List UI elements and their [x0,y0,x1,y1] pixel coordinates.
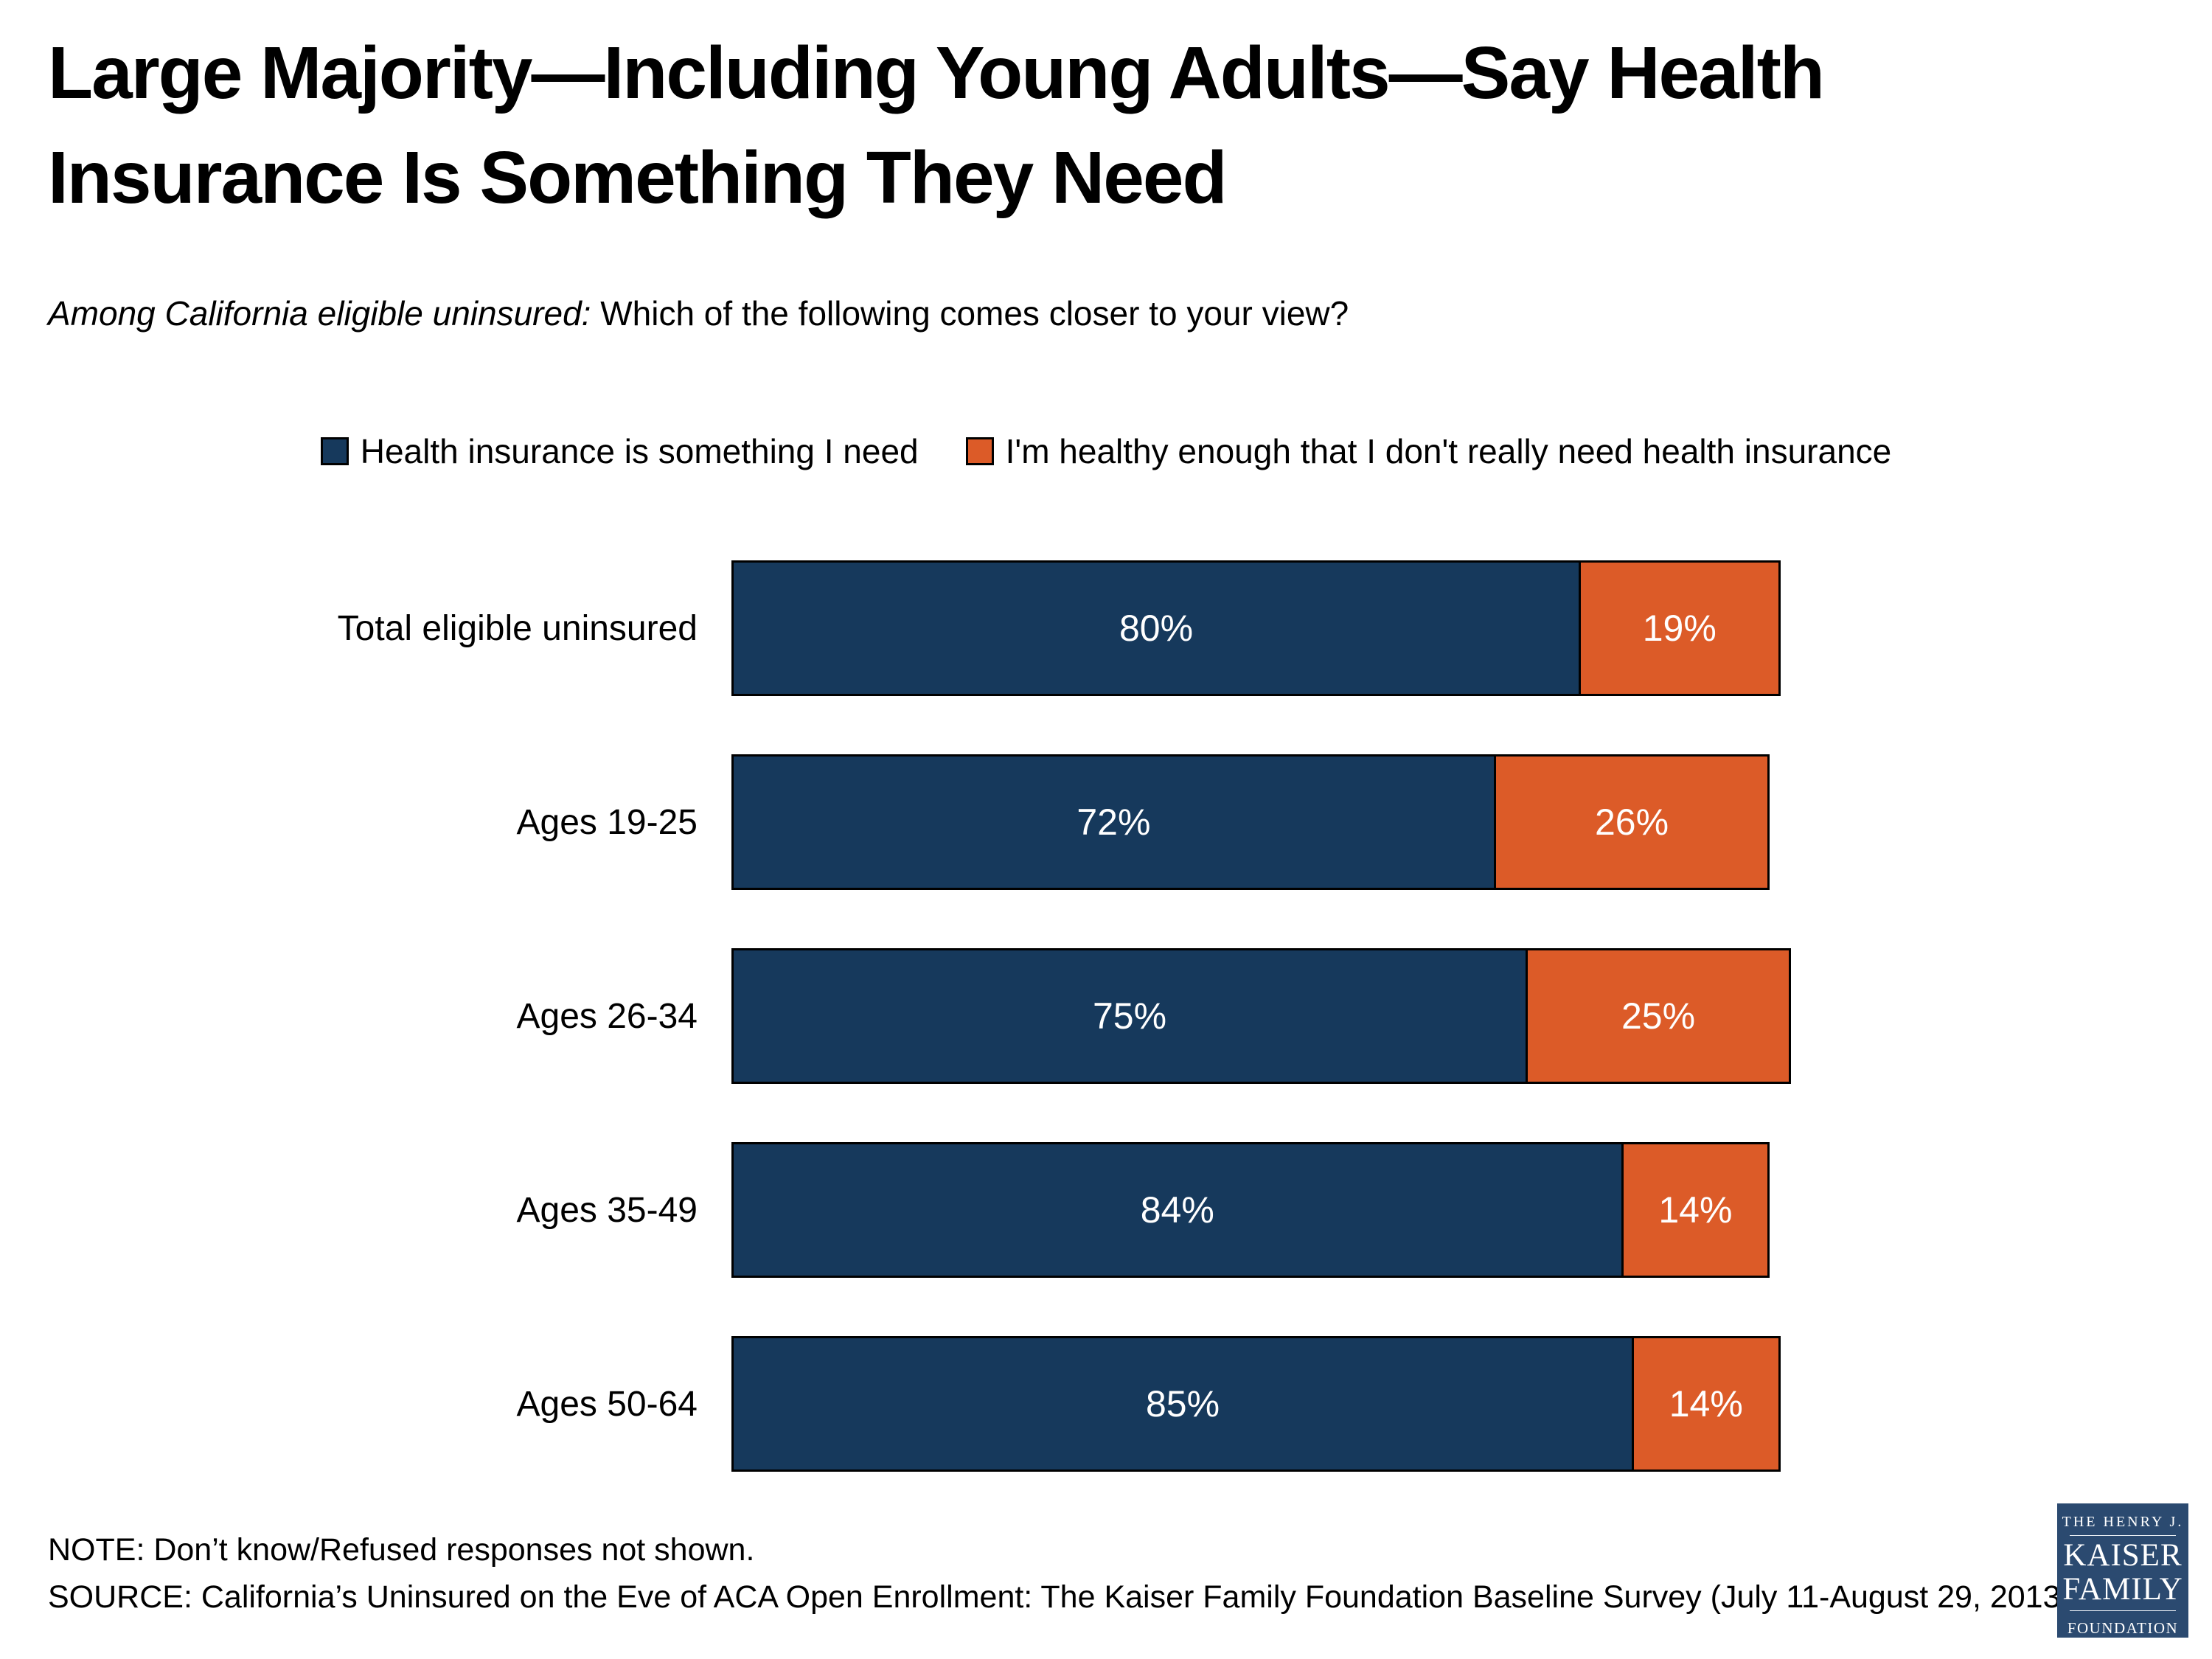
bar-row: Ages 19-25 72% 26% [0,754,1793,890]
subtitle-italic-part: Among California eligible uninsured: [48,294,591,333]
bar-value-label: 26% [1594,801,1669,843]
logo-line-henry: THE HENRY J. [2062,1514,2184,1530]
bar-segment-need: 80% [731,560,1581,696]
bar-row: Ages 50-64 85% 14% [0,1336,1793,1472]
logo-line-family: FAMILY [2062,1571,2183,1607]
bar-value-label: 84% [1140,1189,1214,1231]
bar-value-label: 25% [1621,995,1696,1037]
bar-segment-healthy: 26% [1493,754,1770,890]
legend-swatch-healthy [965,437,994,465]
kff-logo: THE HENRY J. KAISER FAMILY FOUNDATION [2057,1503,2188,1638]
legend-swatch-need [320,437,349,465]
bar-row: Ages 35-49 84% 14% [0,1142,1793,1278]
bar-value-label: 72% [1077,801,1151,843]
bar-segment-need: 84% [731,1142,1624,1278]
logo-rule-top [2070,1535,2176,1537]
bar-segment-need: 85% [731,1336,1634,1472]
logo-rule-bottom [2070,1610,2176,1611]
chart-legend: Health insurance is something I need I'm… [0,431,2212,471]
bar-row: Total eligible uninsured 80% 19% [0,560,1793,696]
bar-row-label: Total eligible uninsured [337,608,698,648]
legend-item-healthy: I'm healthy enough that I don't really n… [965,431,1892,471]
bar-segment-need: 75% [731,948,1528,1084]
page-title-line2: Insurance Is Something They Need [48,136,1228,219]
bar-value-label: 14% [1669,1383,1743,1425]
bar-segment-healthy: 19% [1579,560,1781,696]
page-title: Large Majority—Including Young Adults—Sa… [48,21,2164,230]
bar-value-label: 19% [1642,608,1717,649]
bar-segment-healthy: 14% [1632,1336,1781,1472]
bar-track: 85% 14% [731,1336,1793,1472]
note-text: NOTE: Don’t know/Refused responses not s… [48,1532,755,1568]
logo-line-foundation: FOUNDATION [2067,1619,2179,1637]
logo-line-kaiser: KAISER [2063,1538,2183,1573]
legend-label-need: Health insurance is something I need [360,432,919,470]
bar-value-label: 75% [1092,995,1167,1037]
bar-row-label: Ages 19-25 [516,802,698,842]
bar-track: 72% 26% [731,754,1793,890]
bar-row-label: Ages 26-34 [516,996,698,1036]
chart-subtitle: Among California eligible uninsured: Whi… [48,293,1349,333]
bar-row: Ages 26-34 75% 25% [0,948,1793,1084]
page-title-line1: Large Majority—Including Young Adults—Sa… [48,32,1825,114]
bar-row-label: Ages 35-49 [516,1190,698,1230]
bar-value-label: 85% [1145,1383,1220,1425]
source-text: SOURCE: California’s Uninsured on the Ev… [48,1579,2071,1615]
bar-segment-healthy: 25% [1526,948,1791,1084]
bar-value-label: 80% [1119,608,1194,649]
bar-segment-healthy: 14% [1621,1142,1770,1278]
bar-track: 80% 19% [731,560,1793,696]
legend-label-healthy: I'm healthy enough that I don't really n… [1005,432,1892,470]
stacked-bar-chart: Total eligible uninsured 80% 19% Ages 19-25… [0,560,1793,1472]
bar-value-label: 14% [1658,1189,1733,1231]
bar-row-label: Ages 50-64 [516,1384,698,1424]
bar-track: 75% 25% [731,948,1793,1084]
legend-item-need: Health insurance is something I need [320,431,919,471]
bar-segment-need: 72% [731,754,1496,890]
subtitle-regular-part: Which of the following comes closer to y… [591,294,1349,333]
bar-track: 84% 14% [731,1142,1793,1278]
